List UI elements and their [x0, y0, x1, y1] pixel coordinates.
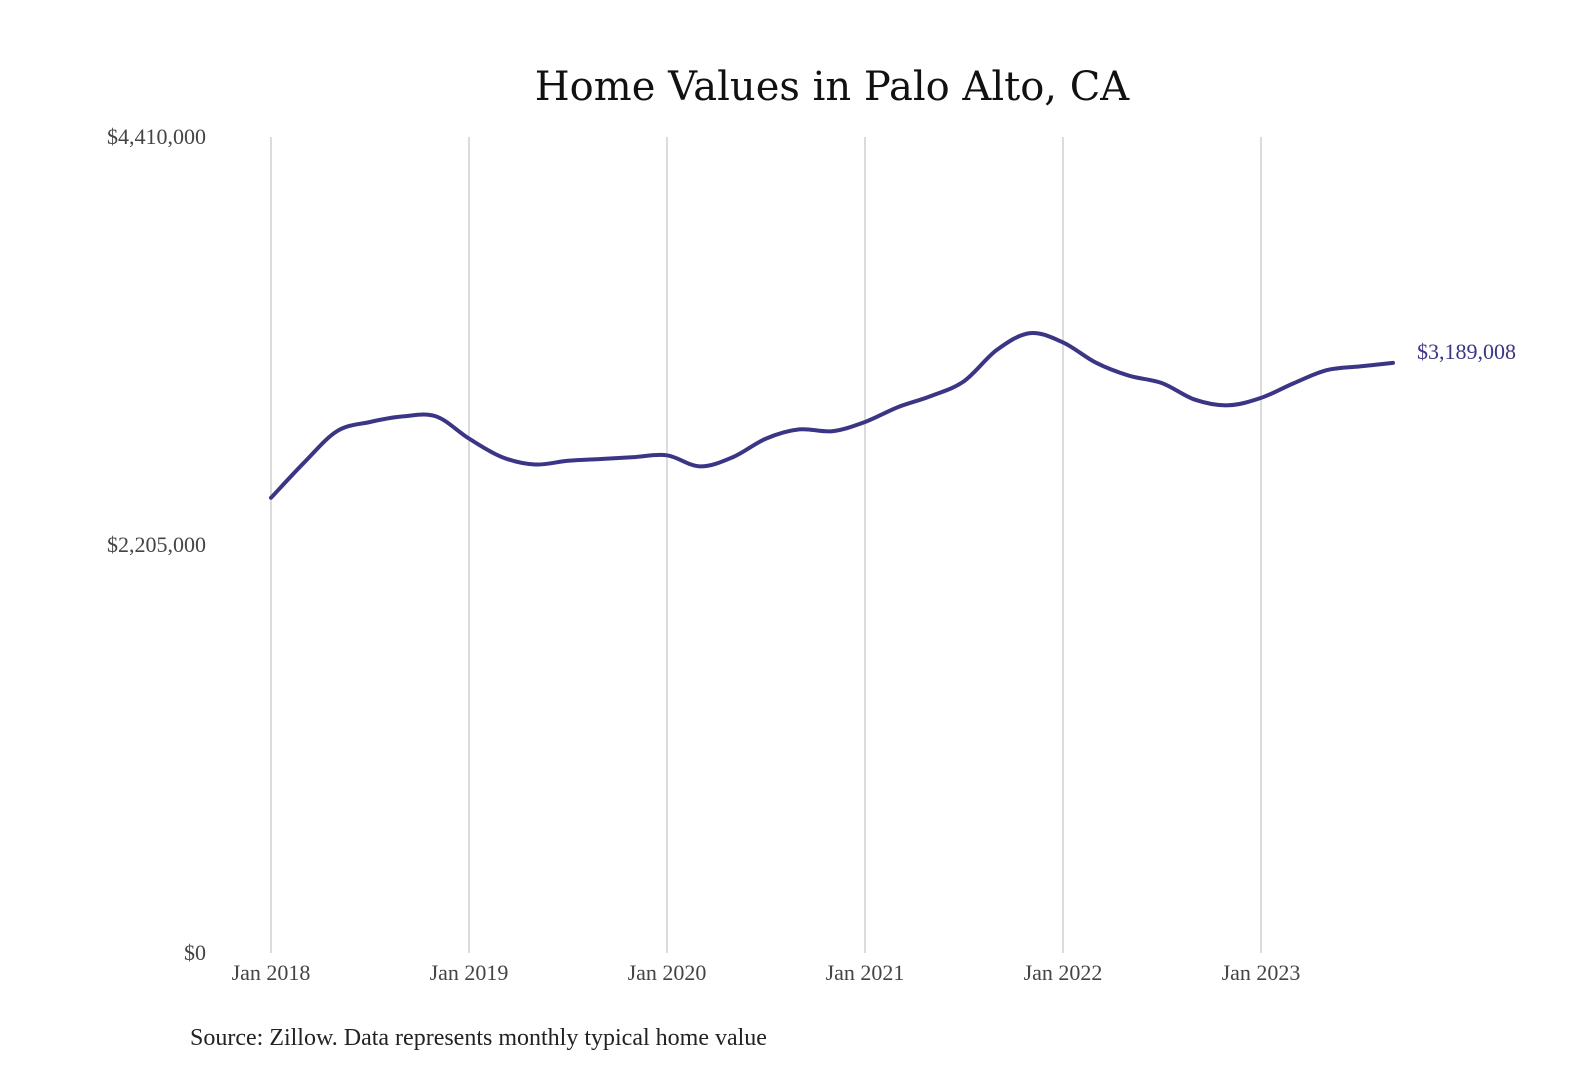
y-tick-label: $2,205,000 — [107, 532, 206, 557]
x-tick-label: Jan 2020 — [628, 960, 707, 985]
series-line-0 — [269, 330, 1395, 500]
end-value-label: $3,189,008 — [1417, 339, 1516, 364]
x-tick-label: Jan 2018 — [232, 960, 311, 985]
y-axis-ticks: $4,410,000 $2,205,000 $0 — [107, 124, 206, 965]
gridlines — [270, 137, 1262, 953]
x-axis-ticks: Jan 2018 Jan 2019 Jan 2020 Jan 2021 Jan 2022… — [232, 960, 1301, 985]
x-tick-label: Jan 2022 — [1024, 960, 1103, 985]
source-note: Source: Zillow. Data represents monthly … — [190, 1025, 767, 1051]
x-tick-label: Jan 2021 — [826, 960, 905, 985]
x-tick-label: Jan 2019 — [430, 960, 509, 985]
y-tick-label: $4,410,000 — [107, 124, 206, 149]
series-layer — [269, 330, 1395, 500]
chart-title: Home Values in Palo Alto, CA — [535, 64, 1131, 110]
y-tick-label: $0 — [184, 940, 206, 965]
x-tick-label: Jan 2023 — [1222, 960, 1301, 985]
